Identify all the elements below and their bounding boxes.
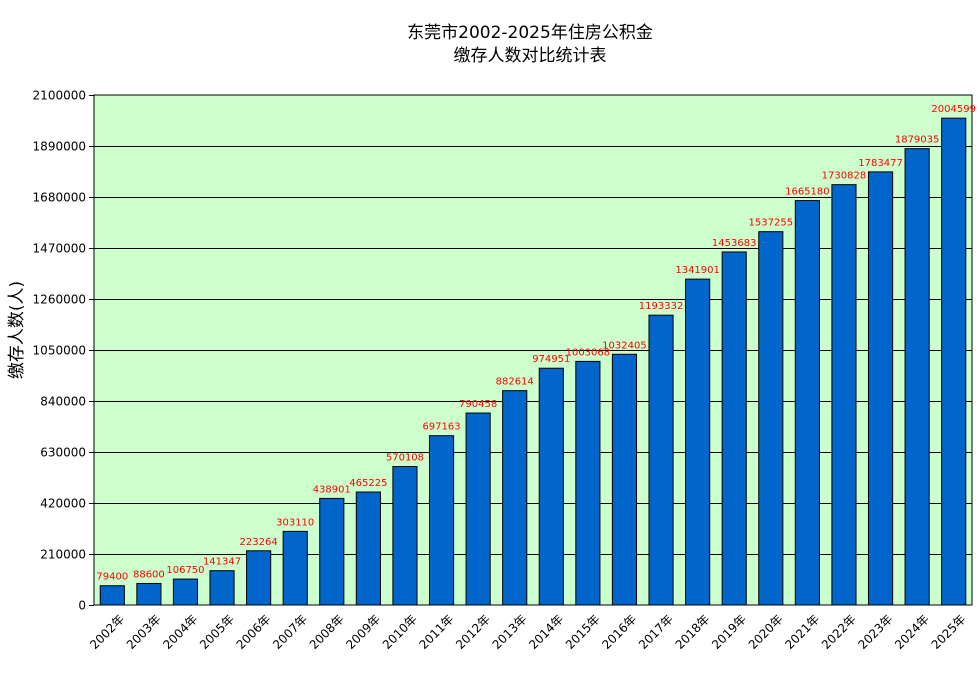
bar: [941, 117, 967, 606]
x-tick-label: 2020年: [746, 612, 786, 652]
data-label: 438901: [313, 484, 351, 495]
data-label: 2004599: [931, 104, 976, 115]
bars: [99, 117, 967, 606]
x-tick-label: 2002年: [87, 612, 127, 652]
data-label: 1879035: [895, 135, 940, 146]
x-tick-label: 2012年: [453, 612, 493, 652]
x-tick-label: 2018年: [673, 612, 713, 652]
data-label: 1783477: [858, 158, 903, 169]
data-label: 223264: [240, 537, 278, 548]
bar: [465, 412, 491, 606]
x-tick-label: 2004年: [160, 612, 200, 652]
x-tick-label: 2006年: [234, 612, 274, 652]
y-tick-label: 2100000: [33, 89, 86, 103]
y-tick-label: 1470000: [33, 242, 86, 256]
y-tick-label: 420000: [40, 497, 86, 511]
x-tick-label: 2019年: [709, 612, 749, 652]
bar: [904, 148, 930, 606]
bar: [611, 353, 638, 606]
x-tick-label: 2008年: [307, 612, 347, 652]
data-label: 1730828: [822, 171, 867, 182]
bar: [721, 251, 747, 606]
y-tick-labels: 0 210000 420000 630000 840000 1050000 1260000 1…: [33, 89, 86, 613]
x-tick-label: 2011年: [416, 612, 456, 652]
y-tick-label: 840000: [40, 395, 86, 409]
data-label: 141347: [203, 557, 241, 568]
y-tick-label: 630000: [40, 446, 86, 460]
x-tick-label: 2005年: [197, 612, 237, 652]
x-tick-label: 2023年: [855, 612, 895, 652]
bar: [575, 360, 601, 606]
bar: [428, 435, 455, 606]
x-tick-label: 2025年: [929, 612, 969, 652]
bar: [794, 200, 820, 606]
x-tick-label: 2017年: [636, 612, 676, 652]
data-label: 974951: [532, 354, 570, 365]
bar: [538, 367, 564, 606]
bar: [319, 497, 345, 606]
data-label: 79400: [96, 572, 128, 583]
data-label: 303110: [276, 517, 314, 528]
data-label: 1537255: [749, 218, 794, 229]
y-tick-label: 1260000: [33, 293, 86, 307]
bar: [685, 278, 711, 606]
y-axis-label: 缴存人数(人): [7, 281, 27, 379]
x-tick-label: 2010年: [380, 612, 420, 652]
data-label: 697163: [422, 422, 460, 433]
bar: [648, 314, 674, 606]
data-label: 1453683: [712, 238, 757, 249]
bar: [355, 491, 381, 606]
bar: [172, 578, 199, 606]
x-tick-label: 2016年: [599, 612, 639, 652]
x-tick-labels: 2002年2003年2004年2005年2006年2007年2008年2009年…: [87, 612, 968, 652]
x-tick-label: 2009年: [343, 612, 383, 652]
x-tick-label: 2021年: [782, 612, 822, 652]
bar: [867, 171, 894, 606]
data-label: 1193332: [639, 301, 684, 312]
bar: [136, 582, 162, 606]
data-label: 1341901: [675, 265, 720, 276]
y-tick-label: 210000: [40, 548, 86, 562]
x-tick-label: 2013年: [490, 612, 530, 652]
y-tick-label: 1680000: [33, 191, 86, 205]
bar: [209, 570, 235, 606]
x-tick-label: 2003年: [124, 612, 164, 652]
data-label: 1665180: [785, 187, 830, 198]
bar: [502, 390, 528, 606]
data-label: 1032405: [602, 340, 647, 351]
data-label: 465225: [349, 478, 387, 489]
data-label: 790458: [459, 399, 497, 410]
x-tick-label: 2024年: [892, 612, 932, 652]
x-tick-label: 2015年: [563, 612, 603, 652]
x-tick-label: 2007年: [270, 612, 310, 652]
data-label: 882614: [496, 377, 534, 388]
y-tick-label: 1890000: [33, 140, 86, 154]
x-tick-label: 2022年: [819, 612, 859, 652]
chart-title-line1: 东莞市2002-2025年住房公积金: [407, 23, 653, 43]
data-label: 570108: [386, 453, 424, 464]
bar: [282, 530, 308, 606]
x-tick-label: 2014年: [526, 612, 566, 652]
bar: [758, 231, 784, 606]
bar: [392, 466, 418, 606]
bar: [831, 184, 857, 606]
data-label: 1003068: [566, 347, 611, 358]
gridlines: [89, 95, 972, 606]
data-label: 106750: [166, 565, 204, 576]
y-tick-label: 0: [78, 599, 86, 613]
data-label: 88600: [133, 569, 165, 580]
bar: [246, 550, 272, 606]
y-tick-label: 1050000: [33, 344, 86, 358]
bar: [99, 585, 125, 606]
chart-title-line2: 缴存人数对比统计表: [454, 46, 607, 66]
